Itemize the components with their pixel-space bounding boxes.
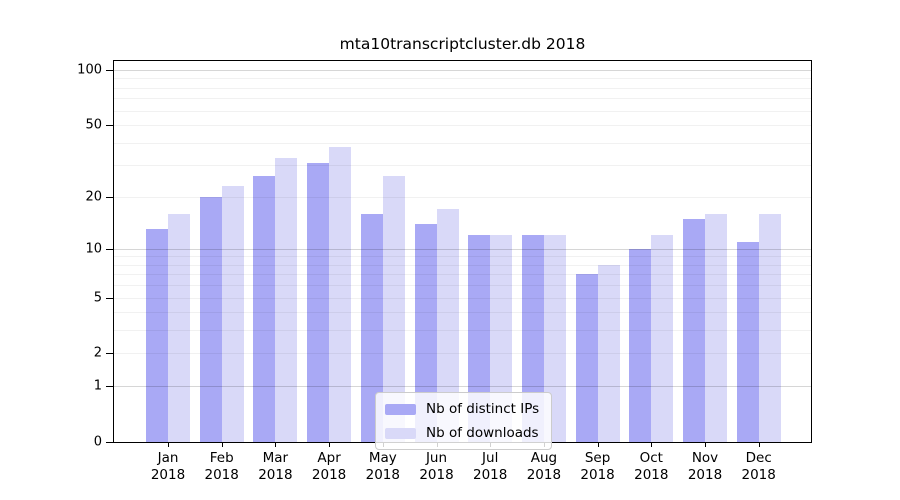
- bar-distinct-ips-mar: [253, 176, 276, 442]
- bar-distinct-ips-feb: [199, 196, 222, 442]
- bar-downloads-mar: [275, 157, 298, 442]
- x-tick-label-nov: Nov 2018: [687, 450, 723, 483]
- legend-item-distinct-ips: Nb of distinct IPs: [385, 401, 539, 417]
- gridline-minor-80: [114, 87, 811, 89]
- bar-distinct-ips-oct: [629, 248, 652, 442]
- y-tick-20: [106, 196, 113, 198]
- gridline-minor-90: [114, 78, 811, 80]
- x-tick-jan: [168, 442, 169, 447]
- bar-distinct-ips-sep: [575, 274, 598, 442]
- plot-area: 0 1 2 5 10 20 50 100 Jan 2018 Feb 2018 Mar 2018 Apr 201…: [77, 60, 812, 483]
- bar-downloads-jan: [168, 213, 190, 442]
- bar-distinct-ips-jul: [468, 235, 491, 442]
- x-tick-dec: [758, 442, 760, 447]
- y-tick-label-5: 5: [93, 290, 102, 306]
- bar-downloads-sep: [597, 264, 620, 442]
- bar-downloads-jul: [490, 235, 513, 442]
- legend-item-downloads: Nb of downloads: [385, 425, 539, 441]
- x-tick-apr: [329, 442, 331, 447]
- bar-downloads-nov: [705, 213, 727, 442]
- bar-distinct-ips-aug: [521, 235, 544, 442]
- bar-downloads-may: [382, 176, 405, 442]
- x-tick-feb: [221, 442, 223, 447]
- y-tick-50: [106, 125, 113, 127]
- y-tick-100: [106, 70, 113, 72]
- bar-distinct-ips-may: [360, 213, 383, 442]
- legend-swatch-downloads: [385, 427, 416, 439]
- bar-distinct-ips-dec: [736, 241, 759, 442]
- y-tick-label-2: 2: [93, 345, 102, 361]
- gridline-minor-70: [114, 98, 811, 100]
- y-tick-label-20: 20: [85, 189, 102, 205]
- bar-downloads-aug: [543, 235, 566, 442]
- y-tick-1: [106, 386, 113, 388]
- bar-downloads-oct: [651, 235, 674, 442]
- bar-downloads-jun: [436, 209, 459, 442]
- legend-label-downloads: Nb of downloads: [426, 425, 539, 441]
- x-tick-label-feb: Feb 2018: [204, 450, 239, 483]
- x-tick-label-sep: Sep 2018: [580, 450, 615, 483]
- bar-distinct-ips-jun: [414, 223, 437, 442]
- gridline-minor-60: [114, 110, 811, 112]
- bar-distinct-ips-jan: [146, 229, 168, 442]
- gridline-major-100: [114, 70, 811, 72]
- legend: Nb of distinct IPs Nb of downloads: [375, 392, 553, 450]
- x-tick-mar: [275, 442, 277, 447]
- x-tick-nov: [705, 442, 706, 447]
- bar-distinct-ips-apr: [307, 162, 330, 442]
- x-tick-label-mar: Mar 2018: [258, 450, 293, 483]
- x-tick-label-apr: Apr 2018: [311, 450, 347, 483]
- y-tick-0: [106, 442, 113, 443]
- y-tick-2: [106, 353, 113, 355]
- y-tick-10: [106, 248, 113, 250]
- x-tick-label-jul: Jul 2018: [473, 450, 508, 483]
- gridline-minor-30: [114, 165, 811, 167]
- gridline-minor-50: [114, 125, 811, 127]
- bar-downloads-dec: [758, 213, 781, 442]
- x-tick-sep: [597, 442, 599, 447]
- x-tick-label-may: May 2018: [365, 450, 400, 483]
- x-tick-label-aug: Aug 2018: [526, 450, 562, 483]
- bar-distinct-ips-nov: [683, 218, 705, 442]
- y-tick-label-50: 50: [85, 117, 102, 133]
- bar-downloads-apr: [329, 146, 352, 442]
- legend-label-distinct-ips: Nb of distinct IPs: [426, 401, 540, 417]
- gridline-minor-40: [114, 142, 811, 144]
- x-tick-oct: [651, 442, 653, 447]
- y-tick-label-10: 10: [85, 241, 102, 257]
- y-tick-label-100: 100: [77, 62, 102, 78]
- x-tick-label-jun: Jun 2018: [419, 450, 454, 483]
- x-tick-label-jan: Jan 2018: [150, 450, 186, 483]
- x-tick-label-dec: Dec 2018: [741, 450, 776, 483]
- chart-title: mta10transcriptcluster.db 2018: [339, 35, 586, 53]
- bar-downloads-feb: [221, 185, 244, 442]
- y-tick-label-1: 1: [93, 378, 102, 394]
- y-tick-5: [106, 297, 113, 299]
- y-tick-label-0: 0: [93, 434, 102, 450]
- legend-swatch-distinct-ips: [385, 403, 416, 415]
- x-tick-label-oct: Oct 2018: [634, 450, 669, 483]
